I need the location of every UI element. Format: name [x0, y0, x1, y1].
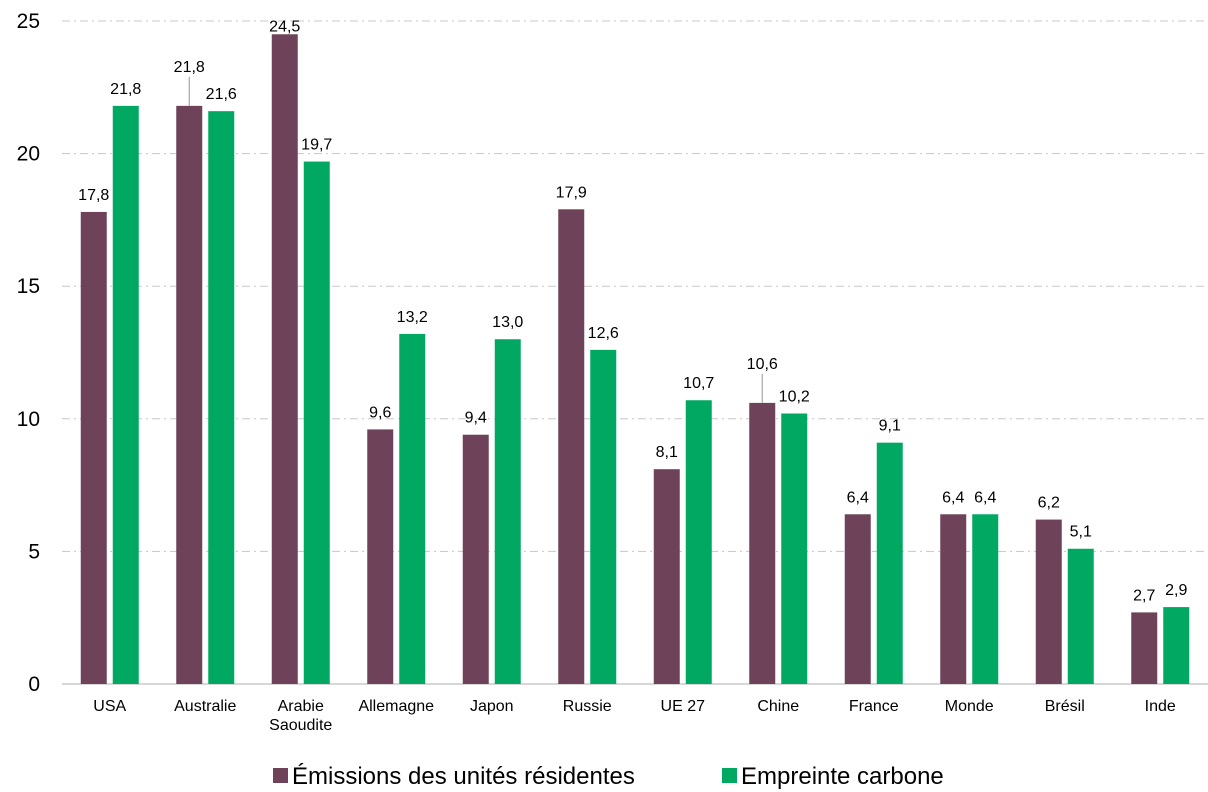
data-label: 2,7 [1133, 587, 1155, 604]
data-label: 13,0 [492, 314, 523, 331]
bar-emissions [271, 34, 298, 684]
data-label: 19,7 [301, 137, 332, 154]
data-label: 2,9 [1165, 582, 1187, 599]
bar-emissions [749, 402, 776, 684]
bar-empreinte [781, 413, 808, 684]
bar-empreinte [876, 442, 903, 684]
x-tick-label: Allemagne [358, 698, 434, 715]
axes: 0 5 10 15 20 25 USA Australie Arabie Saoudite Alle… [17, 10, 1208, 734]
bar-emissions [940, 514, 967, 684]
legend: Émissions des unités résidentes Empreinte… [273, 763, 944, 790]
bar-emissions [462, 434, 489, 684]
data-label: 21,8 [110, 81, 141, 98]
x-tick-label: Saoudite [269, 717, 332, 734]
data-label: 17,9 [556, 184, 587, 201]
x-tick-label: France [849, 698, 899, 715]
bar-emissions [176, 105, 203, 684]
x-tick-label: USA [93, 698, 126, 715]
data-label: 21,6 [206, 86, 237, 103]
data-label: 6,4 [942, 489, 964, 506]
bar-empreinte [1067, 548, 1094, 684]
y-tick-label: 15 [17, 275, 40, 298]
bar-emissions [367, 429, 394, 684]
bar-empreinte [685, 400, 712, 684]
data-label: 13,2 [397, 309, 428, 326]
data-label: 9,6 [369, 404, 391, 421]
bar-emissions [558, 209, 585, 685]
bar-emissions [80, 211, 107, 684]
x-tick-label: Japon [470, 698, 514, 715]
data-label: 9,4 [465, 410, 487, 427]
bar-emissions [1131, 612, 1158, 684]
y-tick-label: 0 [28, 673, 40, 696]
data-label: 5,1 [1070, 524, 1092, 541]
y-tick-label: 10 [17, 408, 40, 431]
data-label: 21,8 [174, 59, 205, 76]
x-tick-label: Chine [757, 698, 799, 715]
data-label: 10,6 [747, 356, 778, 373]
legend-swatch [722, 768, 737, 783]
data-label: 9,1 [879, 418, 901, 435]
gridlines [62, 20, 1208, 552]
bar-emissions [844, 514, 871, 684]
bar-empreinte [208, 111, 235, 685]
data-label: 8,1 [656, 444, 678, 461]
y-tick-label: 5 [28, 540, 40, 563]
data-labels: 17,821,821,821,624,519,79,613,29,413,017… [78, 18, 1187, 604]
data-label: 6,2 [1038, 495, 1060, 512]
data-label: 24,5 [269, 18, 300, 35]
bar-empreinte [590, 349, 617, 684]
bar-empreinte [303, 161, 330, 684]
x-tick-label: Brésil [1045, 698, 1085, 715]
legend-swatch [273, 768, 288, 783]
x-tick-label: Australie [174, 698, 236, 715]
bar-empreinte [399, 333, 426, 684]
bar-empreinte [494, 339, 521, 684]
data-label: 17,8 [78, 187, 109, 204]
data-label: 10,7 [683, 375, 714, 392]
bar-empreinte [972, 514, 999, 684]
legend-label: Empreinte carbone [741, 763, 944, 790]
x-tick-label: Russie [563, 698, 612, 715]
x-tick-label: UE 27 [661, 698, 706, 715]
x-tick-label: Inde [1145, 698, 1176, 715]
data-label: 6,4 [847, 489, 869, 506]
bar-emissions [1035, 519, 1062, 684]
data-label: 10,2 [779, 388, 810, 405]
data-label: 6,4 [974, 489, 996, 506]
x-tick-label: Arabie [278, 698, 324, 715]
y-tick-label: 25 [17, 10, 40, 33]
x-tick-label: Monde [945, 698, 994, 715]
bar-emissions [653, 469, 680, 684]
y-tick-label: 20 [17, 143, 40, 166]
bar-empreinte [112, 105, 139, 684]
data-label: 12,6 [588, 325, 619, 342]
bar-empreinte [1163, 607, 1190, 684]
bars [80, 34, 1190, 685]
legend-label: Émissions des unités résidentes [292, 763, 635, 790]
